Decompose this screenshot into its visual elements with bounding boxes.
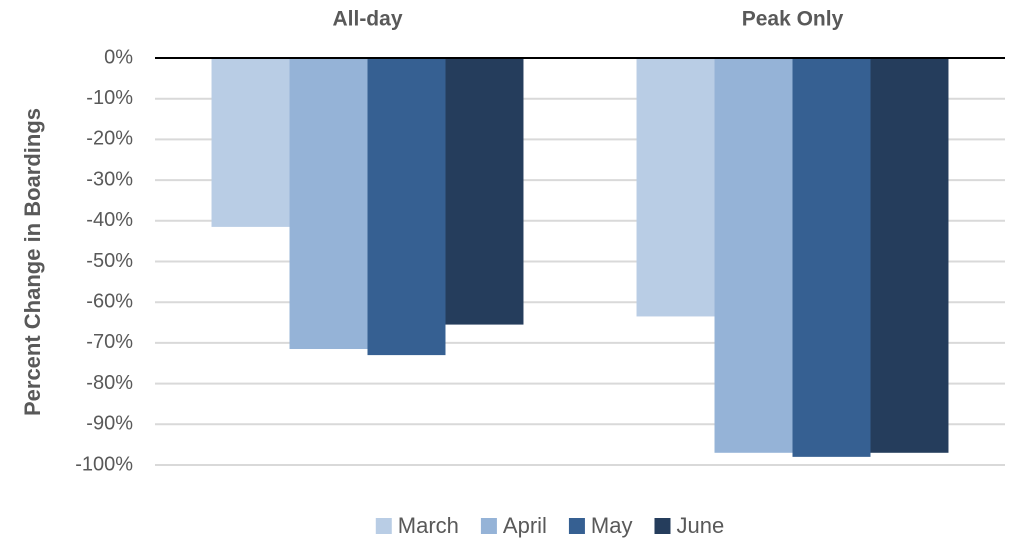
bar: [445, 58, 524, 325]
y-tick-label: -60%: [86, 290, 133, 312]
legend-swatch: [568, 518, 585, 534]
y-tick-label: -50%: [86, 250, 133, 272]
legend-swatch: [375, 518, 392, 534]
legend-swatch: [480, 518, 497, 534]
bar: [714, 58, 793, 453]
category-label: All-day: [332, 8, 402, 31]
y-tick-label: -10%: [86, 87, 133, 109]
y-tick-label: -30%: [86, 168, 133, 190]
y-tick-label: 0%: [104, 46, 133, 68]
legend-label: June: [676, 513, 724, 538]
category-label: Peak Only: [742, 8, 844, 31]
bar: [367, 58, 446, 356]
legend-label: May: [591, 513, 633, 538]
bar: [211, 58, 290, 227]
legend-swatch: [654, 518, 671, 534]
y-axis-label: Percent Change in Boardings: [20, 108, 45, 416]
y-tick-label: -40%: [86, 209, 133, 231]
y-tick-label: -80%: [86, 372, 133, 394]
bar: [870, 58, 949, 453]
legend-label: April: [503, 513, 547, 538]
legend-label: March: [398, 513, 459, 538]
y-tick-label: -100%: [75, 453, 133, 475]
y-tick-label: -70%: [86, 331, 133, 353]
y-tick-label: -90%: [86, 413, 133, 435]
y-tick-label: -20%: [86, 128, 133, 150]
bar: [289, 58, 368, 350]
bar: [792, 58, 871, 457]
bar: [636, 58, 715, 317]
